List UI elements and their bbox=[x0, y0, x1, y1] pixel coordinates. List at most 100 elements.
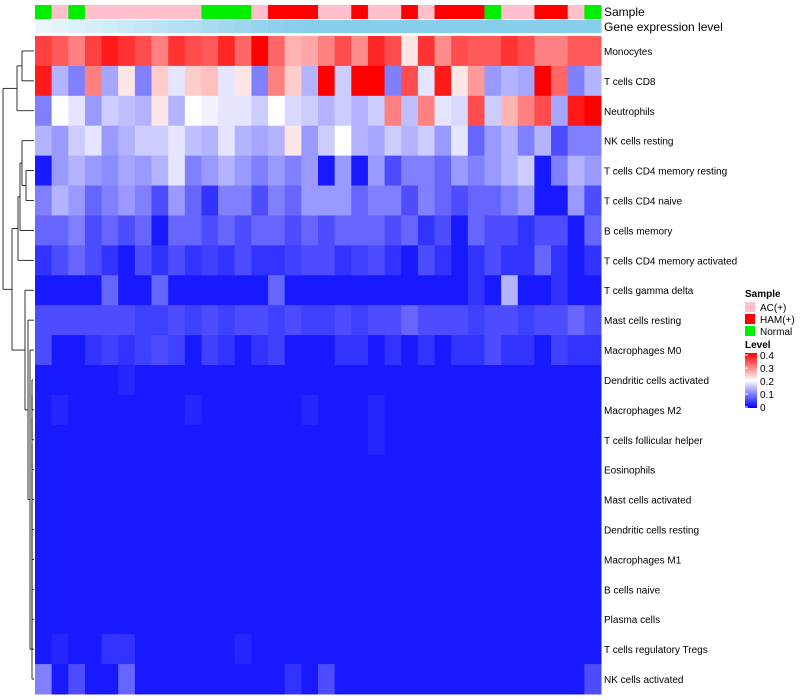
heatmap-cell bbox=[168, 574, 186, 605]
heatmap-cell bbox=[268, 394, 286, 426]
heatmap-cell bbox=[151, 634, 169, 665]
heatmap-cell bbox=[384, 454, 402, 486]
heatmap-cell bbox=[251, 514, 269, 545]
legend-swatch bbox=[745, 326, 755, 336]
heatmap-cell bbox=[434, 305, 452, 336]
heatmap-cell bbox=[334, 215, 352, 246]
sample-annotation-cell bbox=[68, 5, 86, 19]
heatmap-cell bbox=[168, 335, 186, 366]
heatmap-cell bbox=[567, 484, 585, 516]
heatmap-cell bbox=[517, 335, 535, 366]
expression-annotation-cell bbox=[451, 20, 469, 33]
heatmap-cell bbox=[501, 215, 519, 246]
heatmap-cell bbox=[467, 155, 485, 187]
heatmap-cell bbox=[401, 454, 419, 486]
sample-annotation-cell bbox=[251, 5, 269, 19]
heatmap-cell bbox=[451, 424, 469, 456]
heatmap-cell bbox=[451, 65, 469, 97]
heatmap-cell bbox=[517, 544, 535, 575]
heatmap-cell bbox=[434, 65, 452, 97]
heatmap-cell bbox=[201, 275, 219, 306]
row-labels: Monocytes T cells CD8 Neutrophils NK cells … bbox=[604, 47, 737, 686]
heatmap-cell bbox=[401, 544, 419, 575]
heatmap-cell bbox=[84, 305, 103, 336]
row-label: Macrophages M0 bbox=[604, 346, 682, 357]
heatmap-cell bbox=[417, 365, 436, 396]
heatmap-cell bbox=[134, 185, 153, 216]
heatmap-cell bbox=[451, 514, 469, 545]
heatmap-cell bbox=[268, 335, 286, 366]
heatmap-cell bbox=[367, 36, 386, 67]
heatmap-cell bbox=[517, 634, 535, 665]
heatmap-cell bbox=[234, 424, 252, 456]
heatmap-cell bbox=[218, 275, 236, 306]
heatmap-cell bbox=[201, 544, 219, 575]
heatmap-cell bbox=[367, 454, 386, 486]
heatmap-cell bbox=[184, 215, 202, 246]
heatmap-cell bbox=[284, 574, 302, 605]
expression-annotation-cell bbox=[84, 20, 103, 33]
heatmap-cell bbox=[517, 245, 535, 276]
heatmap-cell bbox=[118, 305, 136, 336]
heatmap-cell bbox=[201, 365, 219, 396]
heatmap-cell bbox=[68, 574, 86, 605]
heatmap-cell bbox=[51, 335, 69, 366]
heatmap-cell bbox=[84, 245, 103, 276]
sample-annotation-cell bbox=[484, 5, 502, 19]
heatmap-cell bbox=[318, 544, 336, 575]
heatmap-cell bbox=[134, 394, 153, 426]
heatmap-cell bbox=[35, 245, 53, 276]
heatmap-cell bbox=[451, 275, 469, 306]
heatmap-cell bbox=[367, 245, 386, 276]
annotation-tracks bbox=[35, 5, 602, 33]
heatmap-cell bbox=[234, 544, 252, 575]
heatmap-cell bbox=[51, 394, 69, 426]
heatmap-cell bbox=[367, 365, 386, 396]
heatmap-cell bbox=[401, 215, 419, 246]
heatmap-cell bbox=[151, 604, 169, 635]
heatmap-cell bbox=[484, 514, 502, 545]
heatmap-cell bbox=[168, 275, 186, 306]
heatmap-cell bbox=[168, 634, 186, 665]
heatmap-cell bbox=[351, 305, 369, 336]
heatmap-cell bbox=[401, 634, 419, 665]
heatmap-cell bbox=[134, 65, 153, 97]
heatmap-cell bbox=[434, 185, 452, 216]
row-label: T cells regulatory Tregs bbox=[604, 645, 708, 656]
heatmap-cell bbox=[251, 574, 269, 605]
heatmap-cell bbox=[584, 544, 602, 575]
heatmap-cell bbox=[384, 544, 402, 575]
heatmap-cell bbox=[384, 125, 402, 157]
heatmap-cell bbox=[501, 155, 519, 187]
heatmap-cell bbox=[484, 245, 502, 276]
legend-sample-title: Sample bbox=[745, 289, 781, 300]
heatmap-cell bbox=[434, 275, 452, 306]
heatmap-cell bbox=[84, 95, 103, 127]
heatmap-cell bbox=[367, 125, 386, 157]
heatmap-cell bbox=[51, 365, 69, 396]
heatmap-cell bbox=[251, 215, 269, 246]
heatmap-cell bbox=[467, 125, 485, 157]
heatmap-cell bbox=[334, 604, 352, 635]
heatmap-cell bbox=[184, 155, 202, 187]
heatmap-cell bbox=[234, 65, 252, 97]
heatmap-cell bbox=[234, 185, 252, 216]
heatmap-cell bbox=[517, 36, 535, 67]
heatmap-cell bbox=[567, 245, 585, 276]
heatmap-cell bbox=[251, 305, 269, 336]
heatmap-cell bbox=[451, 95, 469, 127]
heatmap-cell bbox=[268, 155, 286, 187]
heatmap-cell bbox=[168, 454, 186, 486]
heatmap-cell bbox=[384, 574, 402, 605]
heatmap-cell bbox=[101, 125, 119, 157]
heatmap-cell bbox=[334, 574, 352, 605]
heatmap-cell bbox=[534, 484, 552, 516]
heatmap-cell bbox=[367, 155, 386, 187]
sample-annotation-cell bbox=[201, 5, 219, 19]
heatmap-cell bbox=[451, 394, 469, 426]
heatmap-cell bbox=[35, 664, 53, 695]
heatmap-cell bbox=[467, 245, 485, 276]
heatmap-cell bbox=[284, 125, 302, 157]
heatmap-cell bbox=[351, 275, 369, 306]
heatmap-cell bbox=[484, 36, 502, 67]
